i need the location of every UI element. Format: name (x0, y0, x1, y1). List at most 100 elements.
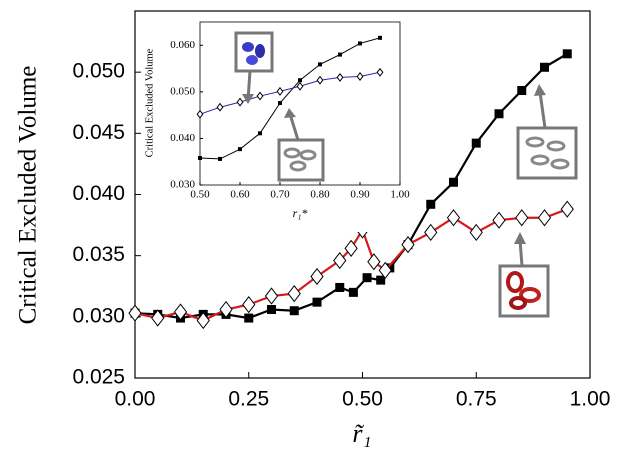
point (376, 67, 384, 77)
y-tick-label: 0.040 (170, 132, 195, 144)
icon-shape (550, 158, 570, 170)
point (494, 109, 504, 119)
x-tick-label: 0.90 (350, 189, 370, 201)
point (424, 223, 438, 242)
point (128, 304, 142, 322)
point (312, 297, 322, 307)
point (356, 72, 364, 81)
inset-y-axis-label: Critical Excluded Volume (144, 48, 155, 157)
point (515, 209, 529, 227)
point (258, 131, 262, 136)
point (560, 200, 574, 218)
point (256, 91, 264, 101)
point (348, 287, 358, 297)
inset-x-axis-label: r₁* (293, 206, 308, 220)
inset-layer: Critical Excluded Volume r₁* 0.50 0.60 0.7… (144, 16, 410, 232)
y-tick-label: 0.025 (72, 366, 125, 389)
point (562, 49, 572, 59)
icon-shape (246, 55, 258, 65)
x-tick-label: 0.00 (115, 388, 156, 411)
y-tick-label: 0.045 (72, 121, 125, 144)
point (196, 311, 210, 330)
point (378, 35, 382, 40)
point (469, 223, 483, 242)
icon-shape (530, 154, 550, 166)
series-line (199, 71, 381, 115)
y-tick-label: 0.040 (72, 182, 125, 205)
y-axis-label: Critical Excluded Volume (15, 66, 42, 325)
point (218, 156, 222, 161)
x-axis-label: r̃₁ (352, 419, 371, 448)
point (336, 72, 344, 82)
point (173, 303, 188, 321)
y-tick-label: 0.030 (72, 304, 125, 327)
point (338, 52, 342, 57)
point (298, 78, 302, 83)
point (296, 81, 304, 91)
icon-shape (299, 149, 317, 161)
arrow (538, 91, 547, 129)
y-tick-label: 0.030 (170, 179, 195, 191)
point (276, 86, 284, 96)
icon-shape (283, 147, 301, 159)
arrowhead (534, 84, 546, 96)
point (378, 261, 392, 279)
point (426, 199, 436, 209)
x-tick-label: 1.00 (390, 189, 410, 201)
point (449, 177, 458, 187)
point (540, 62, 549, 72)
grey-icon-main (516, 126, 578, 180)
point (198, 155, 202, 160)
arrow (288, 113, 300, 141)
point (264, 287, 279, 305)
y-tick-label: 0.035 (72, 243, 125, 266)
point (310, 267, 324, 286)
y-tick-label: 0.050 (170, 85, 195, 97)
icons (234, 31, 578, 318)
x-tick-label: 0.50 (342, 388, 383, 411)
y-tick-label: 0.060 (170, 39, 195, 51)
point (335, 282, 345, 292)
point (289, 306, 299, 316)
point (333, 251, 347, 270)
point (376, 275, 386, 285)
point (216, 102, 224, 112)
point (278, 101, 282, 106)
point (344, 239, 358, 257)
point (238, 147, 242, 152)
series-line (134, 208, 568, 322)
icon-shape (546, 140, 566, 152)
icon-shape (509, 296, 527, 310)
point (151, 309, 165, 327)
arrowhead (514, 232, 526, 244)
icon-shape (289, 160, 307, 172)
point (236, 97, 244, 107)
point (446, 209, 461, 227)
arrow (518, 239, 524, 267)
arrowhead (242, 94, 254, 104)
point (287, 284, 301, 303)
icon-shape (242, 42, 254, 52)
arrowhead (284, 108, 296, 118)
icon-shape (519, 287, 541, 303)
x-tick-label: 0.60 (230, 189, 250, 201)
point (219, 300, 233, 319)
blue-icon (234, 31, 274, 73)
point (358, 41, 362, 46)
inset-axes-frame (199, 21, 401, 186)
x-tick-label: 0.25 (228, 388, 269, 411)
x-tick-label: 0.80 (310, 189, 330, 201)
grey-icon (277, 138, 325, 182)
point (244, 313, 254, 323)
point (242, 295, 256, 314)
x-tick-label: 0.70 (270, 189, 290, 201)
icon-shape (506, 271, 524, 293)
series-line (199, 37, 381, 160)
point (318, 62, 322, 67)
point (401, 236, 415, 254)
point (517, 86, 527, 96)
point (492, 211, 506, 229)
x-tick-label: 0.75 (456, 388, 497, 411)
y-tick-label: 0.050 (72, 60, 125, 83)
x-tick-label: 1.00 (570, 388, 611, 411)
